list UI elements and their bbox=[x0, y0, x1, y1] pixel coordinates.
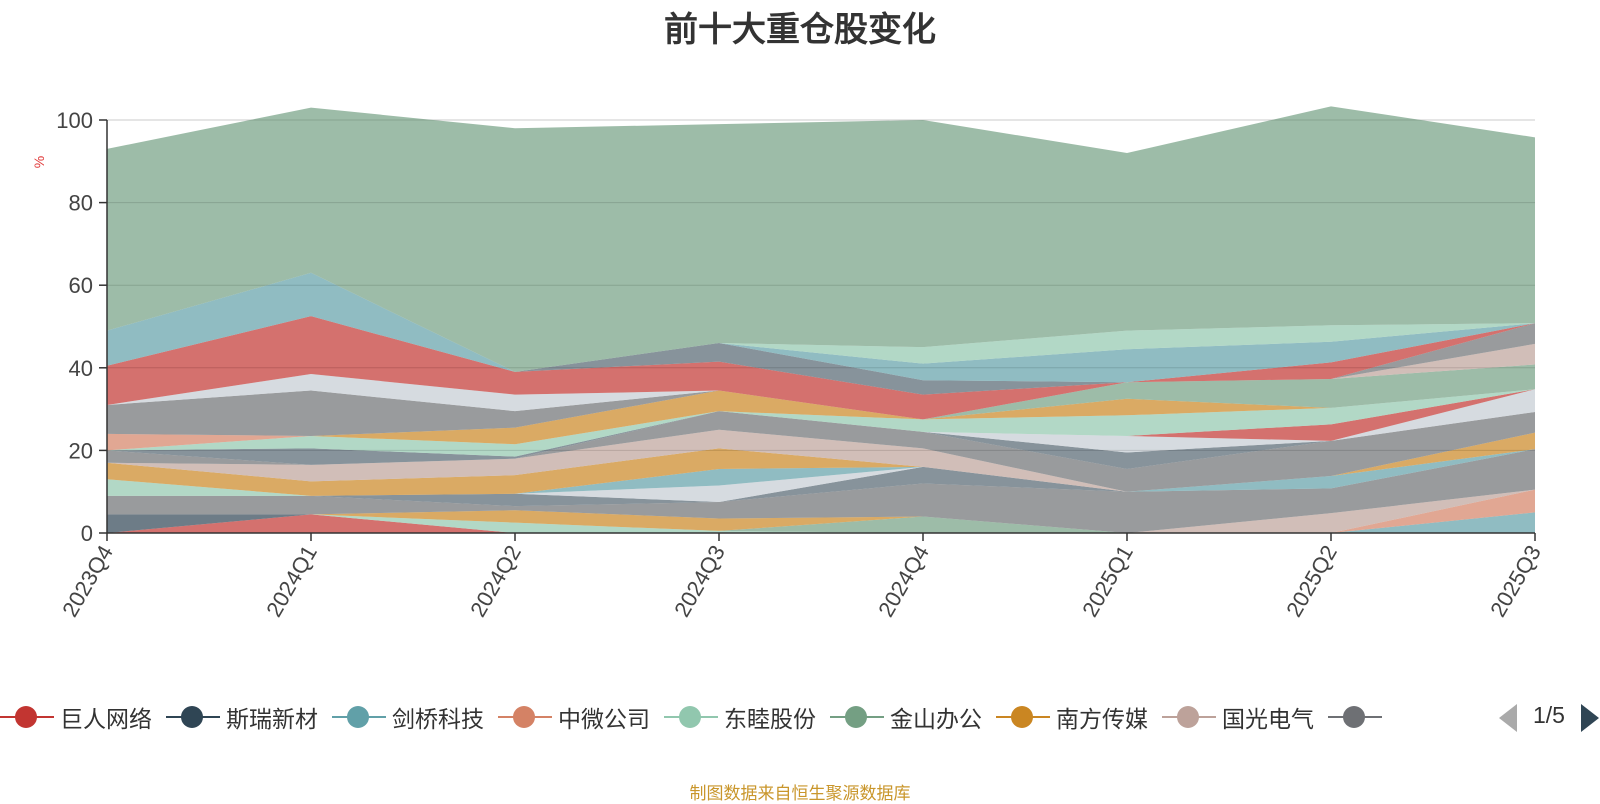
legend-page-number: 1/5 bbox=[1533, 702, 1565, 728]
chart-title: 前十大重仓股变化 bbox=[664, 11, 936, 49]
legend-item[interactable]: 巨人网络 bbox=[0, 700, 152, 734]
area-series-4 bbox=[107, 489, 1535, 533]
legend-label: 金山办公 bbox=[890, 706, 982, 732]
x-tick-label: 2025Q2 bbox=[1281, 541, 1342, 621]
area-series-20 bbox=[107, 389, 1535, 457]
area-series-0 bbox=[107, 514, 1535, 533]
area-series-16 bbox=[107, 429, 1535, 492]
area-series-32 bbox=[107, 272, 1535, 372]
y-tick-label: 0 bbox=[81, 521, 93, 546]
legend-item[interactable]: 剑桥科技 bbox=[332, 700, 484, 734]
area-series-26 bbox=[107, 343, 1535, 451]
legend-marker-icon bbox=[664, 702, 718, 732]
x-tick-label: 2023Q4 bbox=[57, 541, 118, 621]
axes bbox=[99, 119, 1536, 541]
legend-item[interactable]: 东睦股份 bbox=[664, 700, 816, 734]
x-tick-labels: 2023Q4 2024Q1 2024Q2 2024Q3 2024Q4 2025Q1 2025… bbox=[57, 541, 1546, 621]
area-series-22 bbox=[107, 389, 1535, 457]
legend-marker-icon bbox=[1328, 702, 1382, 732]
y-tick-label: 100 bbox=[56, 108, 93, 133]
area-series-14 bbox=[107, 449, 1535, 496]
area-series-23 bbox=[107, 389, 1535, 451]
y-axis-label: % bbox=[31, 156, 47, 168]
legend-label: 中微公司 bbox=[558, 706, 650, 732]
legend-marker-icon bbox=[166, 702, 220, 732]
area-series-28 bbox=[107, 323, 1535, 420]
area-series-1 bbox=[107, 514, 1535, 533]
prev-page-icon[interactable] bbox=[1499, 704, 1517, 732]
area-series-13 bbox=[107, 449, 1535, 496]
x-tick-label: 2025Q3 bbox=[1485, 541, 1546, 621]
area-series-18 bbox=[107, 411, 1535, 492]
x-tick-label: 2024Q4 bbox=[873, 541, 934, 621]
legend-marker-icon bbox=[1162, 702, 1216, 732]
area-series-5 bbox=[107, 489, 1535, 533]
legend-marker-icon bbox=[332, 702, 386, 732]
y-tick-label: 80 bbox=[69, 191, 93, 216]
y-tick-label: 20 bbox=[69, 438, 93, 463]
y-tick-labels: 0 20 40 60 80 100 bbox=[56, 108, 93, 546]
legend-item[interactable]: 中微公司 bbox=[498, 700, 650, 734]
legend: 巨人网络 斯瑞新材 剑桥科技 中微公司 东睦股份 金山办公 南方传媒 国光电气 bbox=[0, 700, 1465, 734]
legend-pager: 1/5 bbox=[1495, 700, 1600, 734]
legend-label: 斯瑞新材 bbox=[226, 706, 318, 732]
area-series-8 bbox=[107, 449, 1535, 533]
legend-marker-icon bbox=[498, 702, 552, 732]
area-series-2 bbox=[107, 512, 1535, 533]
y-tick-label: 40 bbox=[69, 356, 93, 381]
area-series-31 bbox=[107, 272, 1535, 383]
legend-label: 巨人网络 bbox=[60, 706, 152, 732]
legend-label: 东睦股份 bbox=[724, 706, 816, 732]
data-source-note: 制图数据来自恒生聚源数据库 bbox=[689, 784, 911, 803]
area-series bbox=[107, 106, 1535, 534]
legend-item[interactable]: 斯瑞新材 bbox=[166, 700, 318, 734]
legend-item[interactable]: 国光电气 bbox=[1162, 700, 1314, 734]
legend-marker-icon bbox=[830, 702, 884, 732]
area-series-33 bbox=[107, 106, 1535, 372]
legend-label: 南方传媒 bbox=[1056, 706, 1148, 732]
area-series-24 bbox=[107, 364, 1535, 451]
x-tick-label: 2024Q3 bbox=[669, 541, 730, 621]
x-tick-label: 2024Q1 bbox=[261, 541, 322, 621]
legend-item[interactable] bbox=[1328, 700, 1388, 734]
y-tick-label: 60 bbox=[69, 273, 93, 298]
area-series-15 bbox=[107, 432, 1535, 496]
legend-label: 国光电气 bbox=[1222, 706, 1314, 732]
legend-item[interactable]: 南方传媒 bbox=[996, 700, 1148, 734]
area-series-27 bbox=[107, 323, 1535, 436]
x-tick-label: 2025Q1 bbox=[1077, 541, 1138, 621]
next-page-icon[interactable] bbox=[1581, 704, 1599, 732]
x-tick-label: 2024Q2 bbox=[465, 541, 526, 621]
legend-marker-icon bbox=[996, 702, 1050, 732]
legend-item[interactable]: 金山办公 bbox=[830, 700, 982, 734]
legend-marker-icon bbox=[0, 702, 54, 732]
area-series-29 bbox=[107, 316, 1535, 420]
legend-label: 剑桥科技 bbox=[392, 706, 484, 732]
